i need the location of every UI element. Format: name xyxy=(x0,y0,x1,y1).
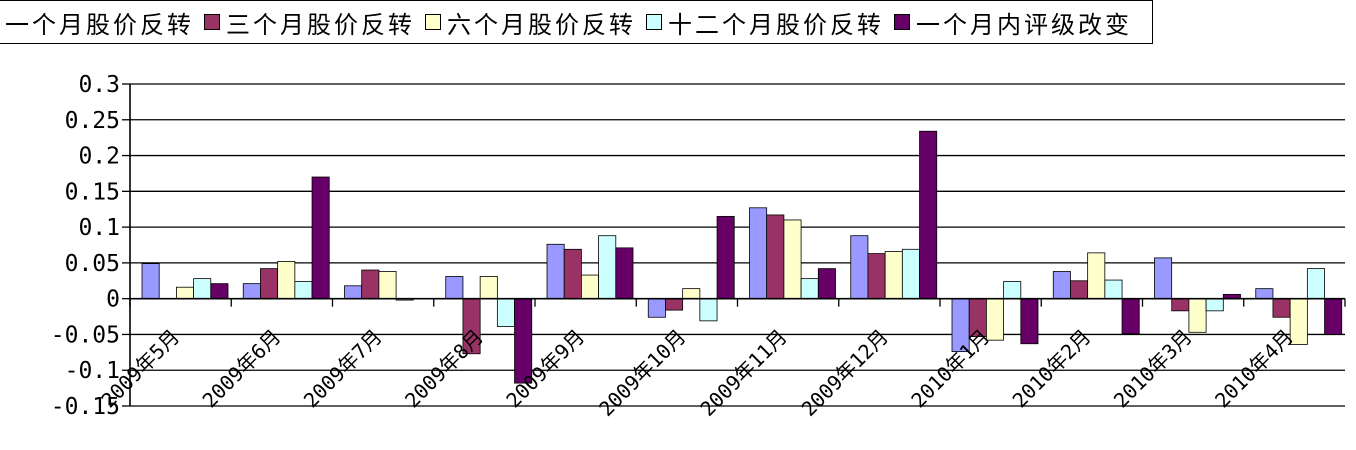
bar-4 xyxy=(598,235,617,300)
x-tick-label: 2010年1月 xyxy=(906,325,994,413)
bar-2 xyxy=(563,248,582,300)
legend-label-series-1: 一个月股价反转 xyxy=(5,10,194,39)
y-tick-label: 0.2 xyxy=(78,144,120,170)
bar-5 xyxy=(1121,298,1140,335)
bar-4 xyxy=(1205,298,1224,312)
y-tick-label: 0.3 xyxy=(78,72,120,98)
legend-swatch-series-5 xyxy=(894,14,910,30)
y-tick-label: 0 xyxy=(106,287,120,313)
bar-2 xyxy=(867,253,886,300)
bar-2 xyxy=(766,214,785,300)
bar-5 xyxy=(1324,298,1343,335)
y-tick-label: -0.1 xyxy=(65,358,120,384)
y-tick-label: -0.05 xyxy=(51,322,120,348)
bar-4 xyxy=(800,278,819,300)
bar-3 xyxy=(175,286,194,300)
y-tick-label: 0.25 xyxy=(65,108,120,134)
bar-3 xyxy=(986,298,1005,341)
legend-item-series-4: 十二个月股价反转 xyxy=(646,5,884,40)
bar-3 xyxy=(277,261,296,300)
x-tick-label: 2010年3月 xyxy=(1109,325,1197,413)
y-tick-label: -0.15 xyxy=(51,394,120,420)
bar-5 xyxy=(716,215,735,300)
x-tick-label: 2009年6月 xyxy=(198,325,286,413)
bar-4 xyxy=(1003,281,1022,300)
bar-1 xyxy=(647,298,666,318)
bar-1 xyxy=(141,263,160,300)
bar-3 xyxy=(783,219,802,300)
legend-label-series-2: 三个月股价反转 xyxy=(226,10,415,39)
bar-2 xyxy=(361,269,380,300)
bar-2 xyxy=(665,298,684,311)
legend-item-series-2: 三个月股价反转 xyxy=(204,5,415,40)
bar-3 xyxy=(378,271,397,300)
bar-5 xyxy=(817,268,836,300)
legend-label-series-4: 十二个月股价反转 xyxy=(668,10,884,39)
bar-2 xyxy=(1171,298,1190,312)
bar-5 xyxy=(615,247,634,300)
bar-4 xyxy=(294,281,313,300)
chart-legend: 一个月股价反转 三个月股价反转 六个月股价反转 十二个月股价反转 一个月内评级改… xyxy=(0,0,1153,44)
bar-1 xyxy=(1154,257,1173,300)
bar-4 xyxy=(496,298,515,327)
bar-4 xyxy=(901,248,920,300)
bar-1 xyxy=(1052,271,1071,300)
legend-label-series-5: 一个月内评级改变 xyxy=(916,10,1132,39)
bar-5 xyxy=(210,283,229,300)
bar-1 xyxy=(242,283,261,300)
bar-3 xyxy=(1188,298,1207,333)
bar-5 xyxy=(311,176,330,300)
bar-5 xyxy=(1020,298,1039,345)
x-tick-label: 2010年4月 xyxy=(1210,325,1298,413)
bar-1 xyxy=(749,207,768,300)
x-tick-label: 2009年7月 xyxy=(299,325,387,413)
bar-3 xyxy=(479,276,498,300)
bar-1 xyxy=(344,285,363,300)
bar-3 xyxy=(1087,252,1106,300)
bar-1 xyxy=(850,235,869,300)
legend-label-series-3: 六个月股价反转 xyxy=(447,10,636,39)
y-tick-label: 0.1 xyxy=(78,215,120,241)
bar-1 xyxy=(1255,288,1274,300)
bar-4 xyxy=(1306,268,1325,300)
legend-swatch-series-2 xyxy=(204,14,220,30)
bar-4 xyxy=(699,298,718,322)
legend-swatch-series-3 xyxy=(425,14,441,30)
x-tick-label: 2009年8月 xyxy=(400,325,488,413)
bar-1 xyxy=(546,243,565,300)
bar-4 xyxy=(193,278,212,300)
bar-3 xyxy=(682,288,701,300)
legend-item-series-1: 一个月股价反转 xyxy=(0,5,194,40)
bar-2 xyxy=(1070,280,1089,300)
bar-3 xyxy=(884,251,903,300)
legend-item-series-3: 六个月股价反转 xyxy=(425,5,636,40)
bar-1 xyxy=(445,276,464,300)
bar-2 xyxy=(260,268,279,300)
y-tick-label: 0.05 xyxy=(65,251,120,277)
bar-5 xyxy=(919,130,938,300)
bar-4 xyxy=(1104,279,1123,300)
legend-item-series-5: 一个月内评级改变 xyxy=(894,5,1132,40)
legend-swatch-series-4 xyxy=(646,14,662,30)
bar-2 xyxy=(1272,298,1291,318)
y-tick-label: 0.15 xyxy=(65,179,120,205)
bar-3 xyxy=(581,274,600,300)
